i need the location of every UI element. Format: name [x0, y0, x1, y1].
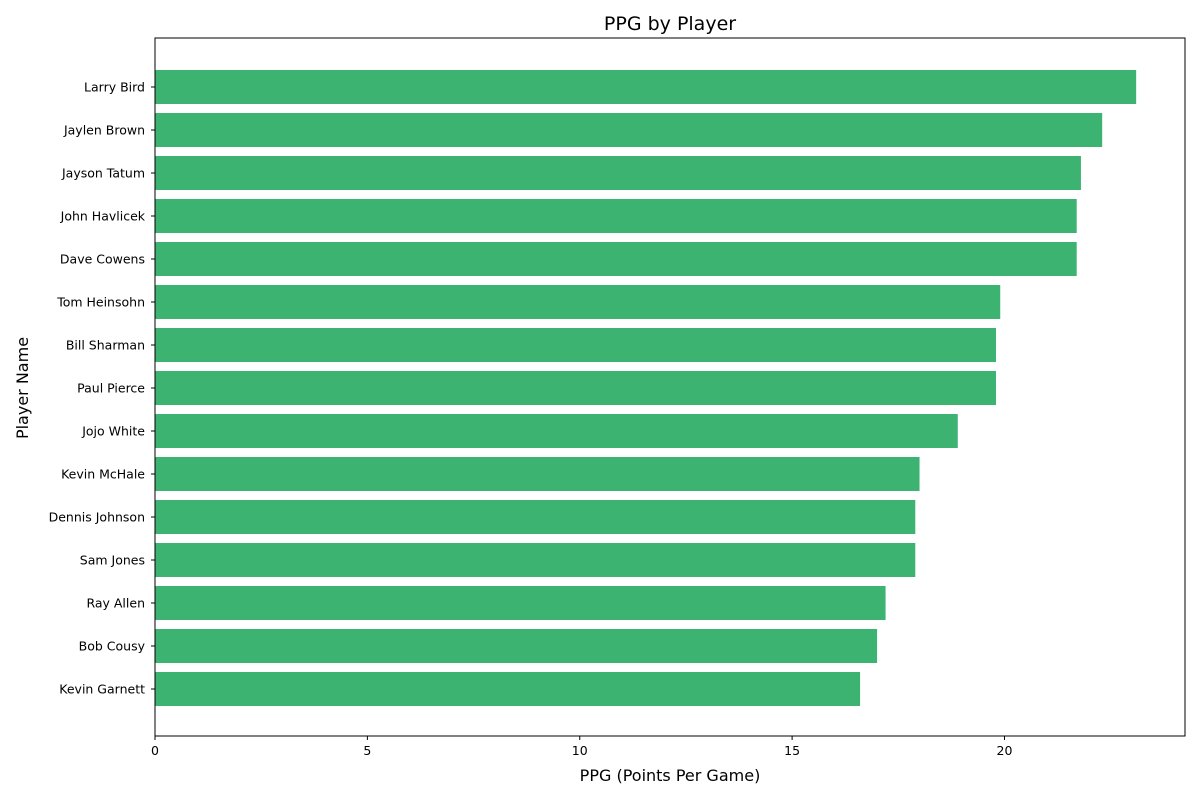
bar: [155, 414, 958, 448]
bar: [155, 543, 916, 577]
y-tick-label: Dave Cowens: [60, 252, 145, 267]
x-tick-label: 15: [784, 743, 800, 758]
plot-frame: [154, 37, 1186, 737]
x-axis-ticks: 0 5 10 15 20: [151, 736, 1012, 758]
x-axis-title: PPG (Points Per Game): [580, 766, 761, 785]
y-tick-label: John Havlicek: [60, 209, 146, 224]
bar: [155, 586, 886, 620]
bar: [155, 156, 1081, 190]
bar: [155, 113, 1103, 147]
x-tick-label: 0: [151, 743, 159, 758]
x-tick-label: 10: [572, 743, 588, 758]
y-tick-label: Ray Allen: [86, 596, 145, 611]
bar: [155, 199, 1077, 233]
bar: [155, 629, 878, 663]
bar: [155, 371, 996, 405]
y-tick-label: Paul Pierce: [77, 381, 145, 396]
y-tick-label: Jaylen Brown: [63, 123, 145, 138]
chart-title: PPG by Player: [604, 13, 736, 35]
y-tick-label: Larry Bird: [84, 80, 145, 95]
y-tick-label: Kevin Garnett: [59, 682, 145, 697]
x-tick-label: 20: [997, 743, 1013, 758]
bar: [155, 500, 916, 534]
y-tick-label: Kevin McHale: [61, 467, 145, 482]
bar: [155, 242, 1077, 276]
y-tick-label: Bob Cousy: [79, 639, 146, 654]
y-axis-ticks: Larry Bird Jaylen Brown Jayson Tatum John H…: [49, 80, 155, 697]
bar: [155, 70, 1137, 104]
y-tick-label: Jojo White: [81, 424, 145, 439]
y-tick-label: Bill Sharman: [66, 338, 145, 353]
y-tick-label: Tom Heinsohn: [56, 295, 145, 310]
bar: [155, 328, 996, 362]
x-tick-label: 5: [363, 743, 371, 758]
y-tick-label: Dennis Johnson: [49, 510, 145, 525]
y-tick-label: Sam Jones: [80, 553, 145, 568]
bar: [155, 457, 920, 491]
bars-layer: [155, 70, 1137, 706]
bar: [155, 285, 1001, 319]
bar: [155, 672, 861, 706]
y-tick-label: Jayson Tatum: [61, 166, 145, 181]
y-axis-title: Player Name: [13, 337, 32, 439]
